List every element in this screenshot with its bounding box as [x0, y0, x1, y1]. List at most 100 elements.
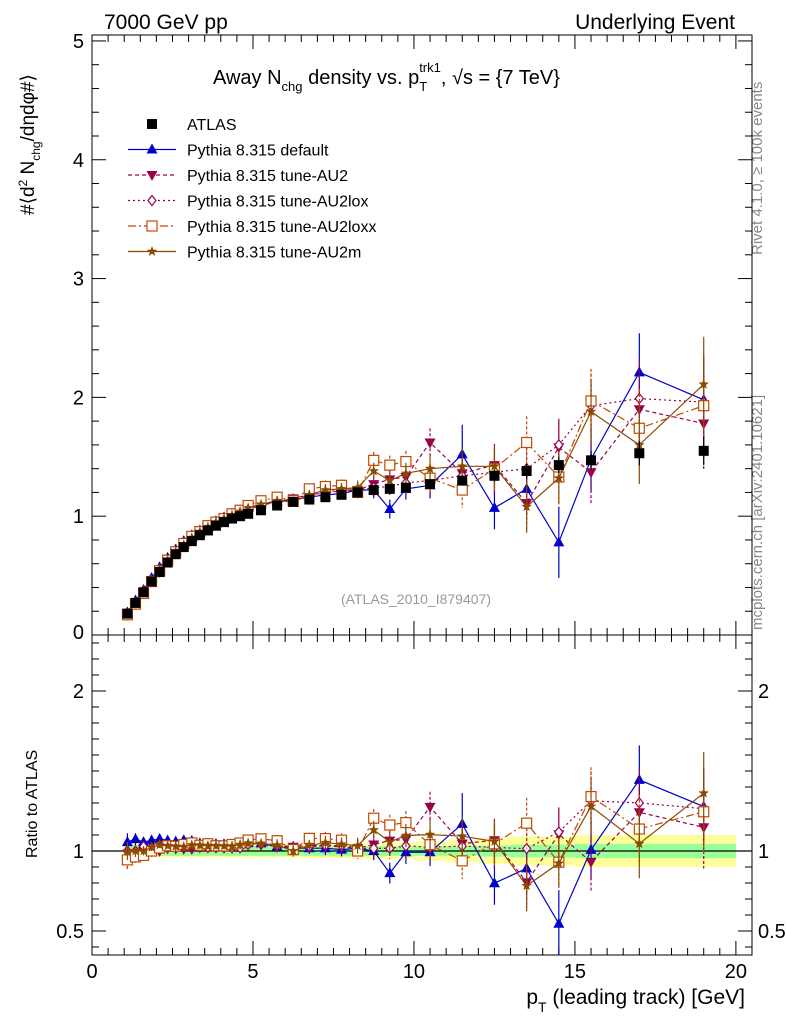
series-0-point	[521, 466, 532, 477]
series-5-ratio	[122, 751, 709, 912]
header-left: 7000 GeV pp	[104, 11, 228, 34]
y-tick-label-ratio: 0.5	[56, 921, 84, 943]
legend-item: Pythia 8.315 tune-AU2	[128, 168, 348, 185]
series-5-point	[585, 406, 597, 417]
series-5-ratio-point	[457, 830, 468, 841]
series-3-point	[634, 392, 645, 405]
series-0-point	[489, 470, 500, 481]
series-5-ratio-point	[162, 840, 173, 851]
title-sub2: T	[419, 79, 427, 94]
series-0-point	[219, 517, 229, 528]
series-5-ratio-point	[424, 829, 436, 840]
series-0-point	[235, 511, 246, 522]
legend-label: Pythia 8.315 tune-AU2m	[187, 245, 361, 262]
series-5-point	[234, 505, 246, 516]
series-5-ratio-point	[202, 840, 214, 850]
series-5-point	[424, 463, 436, 474]
mcplots-label: mcplots.cern.ch [arXiv:2401.10621]	[749, 395, 766, 630]
series-0-point	[425, 479, 436, 490]
series-1-ratio-point	[553, 917, 565, 928]
series-0-point	[320, 492, 331, 503]
series-5-point	[352, 482, 363, 493]
series-5-ratio-point	[170, 840, 181, 851]
series-1-point	[384, 503, 396, 514]
title-sup2: trk1	[419, 60, 441, 75]
series-1-main	[121, 333, 710, 617]
series-5-point	[457, 460, 468, 471]
series-5-point	[489, 460, 500, 471]
series-2-line	[126, 408, 704, 616]
series-2-ratio-point	[424, 802, 436, 813]
series-5-ratio-point	[352, 840, 363, 851]
series-5-ratio-point	[489, 835, 500, 846]
series-0-point	[162, 557, 173, 568]
series-0-point	[170, 549, 181, 560]
series-4-ratio-point	[384, 819, 396, 831]
series-0-point	[698, 445, 709, 456]
series-5-ratio-point	[178, 841, 189, 852]
series-1-ratio-point	[146, 834, 158, 845]
series-5-ratio-point	[242, 837, 254, 848]
series-0-point	[352, 487, 363, 498]
series-5-ratio-point	[130, 845, 141, 856]
series-5-point	[255, 498, 267, 509]
legend-marker	[146, 220, 158, 232]
series-5-point	[242, 502, 254, 513]
series-0-point	[553, 460, 564, 471]
series-5-ratio-point	[154, 839, 165, 850]
xlabel: pT (leading track) [GeV]	[526, 986, 745, 1015]
series-2-ratio-point	[585, 857, 597, 868]
series-0-point	[368, 485, 379, 496]
main-series	[121, 333, 710, 621]
y-tick-label-main: 1	[73, 506, 84, 528]
title-sub1: chg	[282, 79, 303, 94]
series-4-main	[121, 358, 710, 621]
series-4-ratio	[121, 767, 710, 887]
series-0-point	[272, 500, 283, 511]
series-5-point	[698, 378, 709, 389]
series-0-point	[336, 489, 347, 500]
series-1-line	[126, 371, 704, 613]
series-3-ratio-point	[554, 826, 564, 838]
series-5-point	[368, 465, 379, 476]
series-3-ratio-point	[634, 796, 645, 809]
legend-item: Pythia 8.315 tune-AU2m	[128, 245, 361, 262]
series-5-ratio-point	[585, 800, 597, 811]
legend-item: Pythia 8.315 tune-AU2loxx	[128, 219, 376, 236]
x-tick-label: 0	[86, 961, 97, 983]
series-5-ratio-point	[255, 837, 267, 848]
legend-item: ATLAS	[147, 117, 237, 134]
series-0-point	[227, 513, 238, 524]
legend: ATLAS Pythia 8.315 default Pythia 8.315 tu…	[128, 117, 376, 262]
x-tick-label: 20	[725, 961, 747, 983]
series-5-point	[320, 484, 331, 495]
series-0-point	[130, 597, 141, 608]
series-3-main	[122, 354, 709, 620]
series-5-ratio-point	[226, 840, 238, 851]
ratio-axis-ticks: 0 5 10 15 20 0.5 0.5 1 1 2 2	[56, 635, 786, 983]
legend-label: Pythia 8.315 default	[187, 143, 329, 160]
legend-item: Pythia 8.315 tune-AU2lox	[128, 194, 368, 211]
y-tick-label-main: 0	[73, 622, 84, 644]
title-suffix: , √s = {7 TeV}	[441, 67, 560, 89]
series-0-point	[586, 455, 597, 466]
y-tick-label-ratio: 1	[73, 841, 84, 863]
series-0-point	[243, 508, 254, 519]
header-right: Underlying Event	[575, 11, 735, 34]
ylabel-main: #⟨d2 Nchg/dηdφ#⟩	[16, 74, 43, 215]
series-5-point	[521, 501, 532, 512]
y-tick-label-main: 2	[73, 387, 84, 409]
series-0-point	[384, 483, 395, 494]
y-tick-label-ratio-right: 2	[758, 681, 769, 703]
title-prefix: Away N	[213, 67, 282, 89]
series-2-point	[585, 468, 597, 479]
legend-marker	[146, 171, 158, 181]
series-5-ratio-point	[218, 840, 230, 851]
series-5-ratio-point	[634, 838, 645, 849]
y-tick-label-ratio-right: 0.5	[758, 921, 786, 943]
series-5-point	[271, 495, 283, 506]
series-5-ratio-point	[146, 841, 157, 852]
series-0-point	[194, 530, 205, 541]
series-1-ratio-point	[384, 867, 396, 878]
